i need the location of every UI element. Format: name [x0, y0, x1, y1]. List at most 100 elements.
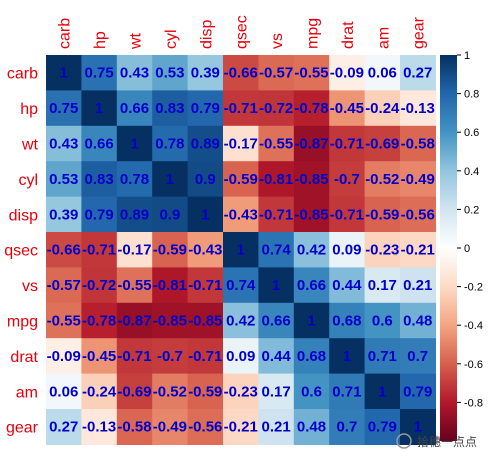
cell-value-label: -0.13	[82, 419, 116, 436]
column-label: wt	[128, 32, 145, 50]
cell-value-label: 1	[272, 277, 280, 294]
cell-value-label: -0.55	[47, 313, 81, 330]
heatmap-cell	[293, 267, 330, 304]
heatmap-cell	[116, 125, 153, 162]
column-labels: carb hp wt cyl disp qsec vs mpg drat am gear	[57, 15, 428, 50]
heatmap-cell	[258, 161, 295, 198]
colorbar-tick-label: 0.6	[464, 127, 479, 139]
heatmap-cell	[81, 55, 118, 91]
cell-value-label: -0.72	[82, 277, 116, 294]
cell-value-label: -0.21	[224, 419, 258, 436]
cell-value-label: 0.27	[403, 65, 432, 82]
cell-value-label: 1	[414, 419, 422, 436]
heatmap-cell	[152, 125, 189, 162]
cell-value-label: -0.81	[153, 277, 187, 294]
row-label: drat	[10, 349, 38, 366]
heatmap-cell	[400, 55, 436, 91]
heatmap-cell	[81, 90, 118, 127]
heatmap-cell	[152, 196, 189, 233]
heatmap-cell	[364, 125, 401, 162]
watermark-icon	[396, 433, 412, 449]
heatmap-cell	[329, 55, 366, 91]
heatmap-cell	[187, 196, 224, 233]
row-labels: carb hp wt cyl disp qsec vs mpg drat am gear	[4, 66, 38, 437]
heatmap-cell	[293, 125, 330, 162]
heatmap-cell	[152, 302, 189, 339]
heatmap-cell	[364, 196, 401, 233]
cell-value-label: 0.79	[84, 206, 113, 223]
heatmap-cell	[46, 373, 82, 410]
cell-value-label: 0.43	[49, 136, 78, 153]
cell-value-label: -0.56	[188, 419, 222, 436]
heatmap-cell	[258, 338, 295, 375]
cell-value-label: 0.75	[49, 100, 78, 117]
cell-value-label: -0.17	[224, 136, 258, 153]
cell-value-label: 0.09	[332, 242, 361, 259]
heatmap-cell	[187, 409, 224, 445]
cell-value-label: 0.7	[336, 419, 357, 436]
heatmap-cell	[364, 338, 401, 375]
heatmap-cell	[223, 302, 259, 339]
heatmap-cell	[400, 196, 436, 233]
heatmap-cell	[46, 409, 82, 445]
heatmap-cell	[152, 90, 189, 127]
row-label: wt	[21, 137, 39, 154]
cell-value-label: 0.42	[297, 242, 326, 259]
column-label: mpg	[305, 18, 322, 49]
cell-value-label: -0.49	[153, 419, 187, 436]
colorbar-tick-label: 1	[464, 50, 470, 62]
cell-value-label: -0.87	[117, 313, 151, 330]
row-label: am	[16, 384, 38, 401]
cell-value-label: 1	[201, 206, 209, 223]
heatmap-cell	[116, 90, 153, 127]
heatmap-cell	[152, 232, 189, 268]
heatmap-cell	[187, 90, 224, 127]
column-label: hp	[92, 31, 109, 49]
heatmap-cell	[364, 373, 401, 410]
cell-value-label: 0.17	[368, 277, 397, 294]
cell-value-label: -0.55	[294, 65, 328, 82]
heatmap-cell	[46, 125, 82, 162]
cell-value-label: 1	[130, 136, 138, 153]
heatmap-cell	[258, 196, 295, 233]
cell-value-label: -0.57	[259, 65, 293, 82]
heatmap-cell	[223, 125, 259, 162]
heatmap-cell	[81, 338, 118, 375]
heatmap-cell	[258, 232, 295, 268]
heatmap-cell	[223, 161, 259, 198]
heatmap-cells	[46, 55, 436, 445]
cell-value-label: -0.56	[401, 206, 435, 223]
heatmap-cell	[400, 302, 436, 339]
row-label: hp	[20, 101, 38, 118]
heatmap-cell	[364, 232, 401, 268]
heatmap-cell	[329, 373, 366, 410]
cell-value-label: -0.21	[401, 242, 435, 259]
colorbar-tick-label: 0.2	[464, 204, 479, 216]
cell-value-label: -0.43	[188, 242, 222, 259]
cell-value-label: 0.06	[49, 383, 78, 400]
cell-value-label: 0.9	[195, 171, 216, 188]
heatmap-cell	[223, 373, 259, 410]
colorbar-tick-label: 0.4	[464, 166, 479, 178]
column-label: gear	[411, 16, 428, 49]
heatmap-cell	[293, 55, 330, 91]
cell-value-label: 0.74	[226, 277, 256, 294]
column-label: disp	[198, 20, 215, 49]
cell-value-label: 0.44	[332, 277, 362, 294]
heatmap-cell	[329, 161, 366, 198]
heatmap-cell	[223, 267, 259, 304]
cell-value-label: 0.79	[368, 419, 397, 436]
heatmap-cell	[223, 338, 259, 375]
heatmap-cell	[364, 161, 401, 198]
heatmap-cell	[46, 338, 82, 375]
cell-value-label: 0.9	[159, 206, 180, 223]
cell-value-label: -0.59	[188, 383, 222, 400]
heatmap-cell	[116, 338, 153, 375]
colorbar-tick-label: 0.8	[464, 89, 479, 101]
cell-value-label: 0.17	[261, 383, 290, 400]
colorbar-tick-label: -0.2	[464, 282, 483, 294]
cell-value-label: 0.66	[84, 136, 113, 153]
heatmap-cell	[46, 161, 82, 198]
heatmap-cell	[46, 232, 82, 268]
heatmap-cell	[187, 302, 224, 339]
